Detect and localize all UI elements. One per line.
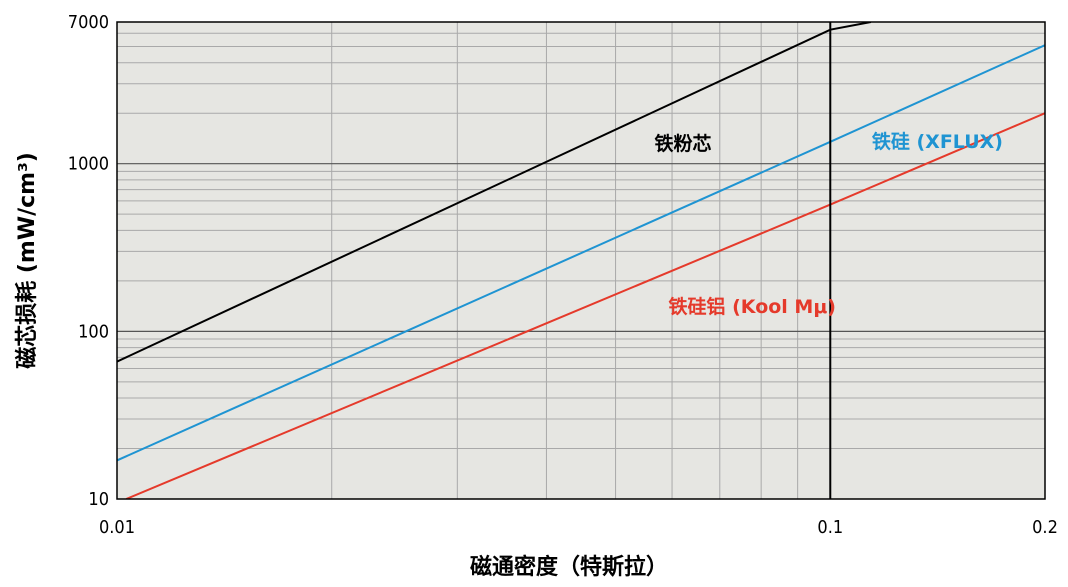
series-labels: 铁粉芯 铁硅 (XFLUX) 铁硅铝 (Kool Mμ) [654, 130, 1003, 318]
x-axis-ticks: 0.01 0.1 0.2 [99, 517, 1058, 538]
y-tick-label: 7000 [68, 12, 109, 33]
x-tick-label: 0.01 [99, 517, 135, 538]
grid-lines [117, 22, 1045, 499]
x-tick-label: 0.1 [817, 517, 843, 538]
y-tick-label: 100 [78, 321, 109, 342]
series-lines [117, 22, 1045, 499]
x-tick-label: 0.2 [1032, 517, 1058, 538]
series-label-iron-powder: 铁粉芯 [654, 132, 711, 155]
x-axis-title: 磁通密度（特斯拉） [470, 554, 668, 580]
series-label-xflux: 铁硅 (XFLUX) [872, 130, 1003, 153]
y-axis-title: 磁芯损耗 (mW/cm³) [14, 152, 40, 369]
y-axis-ticks: 10 100 1000 7000 [68, 12, 109, 510]
series-label-kool-mu: 铁硅铝 (Kool Mμ) [669, 295, 837, 318]
y-tick-label: 1000 [68, 154, 109, 175]
plot-border [116, 21, 1046, 500]
plot-area [117, 22, 1045, 499]
y-tick-label: 10 [88, 489, 109, 510]
